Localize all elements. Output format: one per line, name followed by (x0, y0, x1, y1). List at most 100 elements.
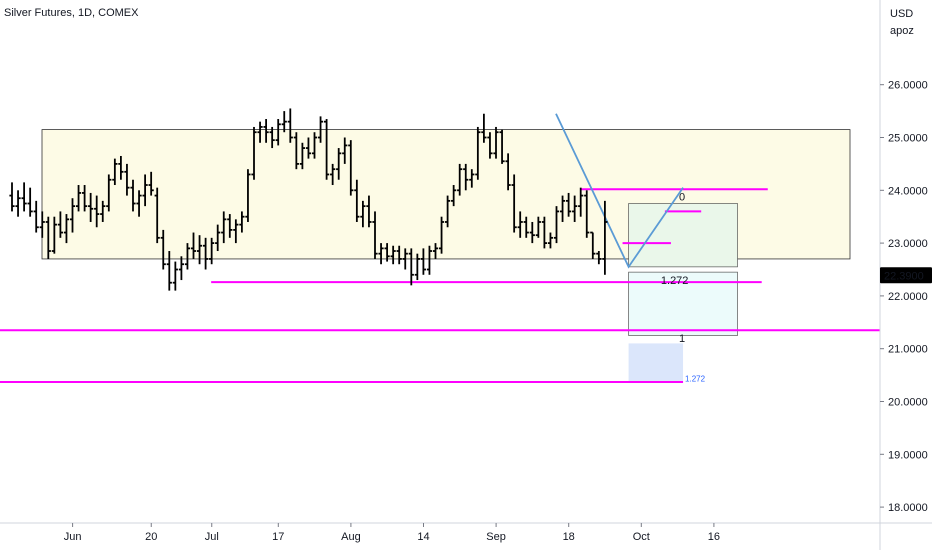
ohlc-bar (69, 198, 76, 233)
ohlc-bar (487, 132, 493, 159)
time-tick-label: 17 (272, 531, 284, 543)
ohlc-bar (275, 119, 281, 146)
ohlc-bar (317, 116, 324, 143)
fib-zone-box (628, 343, 684, 384)
ohlc-bar (245, 169, 251, 222)
time-tick-label: 18 (563, 531, 575, 543)
ohlc-bar (63, 214, 70, 244)
time-tick-label: Oct (633, 531, 650, 543)
ohlc-bar (184, 243, 191, 270)
price-tick-label: 19.0000 (888, 449, 928, 461)
price-tick-label: 24.0000 (888, 185, 928, 197)
ohlc-bar (372, 211, 378, 259)
ohlc-bar (342, 137, 348, 164)
ohlc-bar (45, 216, 51, 259)
time-tick-label: Jun (64, 531, 82, 543)
ohlc-bar (475, 126, 481, 180)
price-tick-label: 25.0000 (888, 133, 928, 145)
ohlc-bar (384, 243, 390, 262)
ohlc-bar (572, 195, 578, 222)
price-tick-label: 23.0000 (888, 238, 928, 250)
ohlc-bar (215, 224, 221, 252)
ohlc-bar (578, 187, 584, 217)
last-price-label: 22.3900 (884, 270, 924, 282)
ohlc-bar (269, 126, 275, 149)
ohlc-bar (366, 195, 372, 228)
ohlc-bar (360, 200, 366, 228)
price-tick-label: 22.0000 (888, 291, 928, 303)
ohlc-bar (94, 195, 100, 228)
ohlc-bar (390, 245, 396, 265)
ohlc-bar (311, 132, 318, 159)
ohlc-bar (523, 216, 529, 238)
ohlc-bar (463, 163, 469, 191)
ohlc-bar (154, 187, 160, 244)
ohlc-bar (481, 113, 487, 143)
ohlc-bar (293, 132, 299, 170)
time-tick-label: 16 (708, 531, 720, 543)
ohlc-bar (209, 237, 215, 265)
last-price-marker: 22.3900 (880, 267, 932, 284)
ohlc-bar (499, 129, 505, 164)
time-tick-label: Aug (341, 531, 361, 543)
ohlc-bar (106, 174, 112, 212)
ohlc-bar (112, 158, 118, 186)
currency-label: USD (890, 8, 913, 20)
chart-title: Silver Futures, 1D, COMEX (4, 7, 139, 19)
ohlc-bar (505, 153, 511, 191)
drawing-lines-layer (0, 113, 880, 383)
ohlc-bar (233, 219, 239, 244)
ohlc-bar (305, 137, 312, 159)
ohlc-bar (511, 174, 517, 233)
last-price-badge (880, 267, 932, 284)
ohlc-bar (396, 245, 402, 265)
ohlc-bar (420, 248, 426, 275)
ohlc-bar (408, 248, 414, 286)
ohlc-bar (559, 195, 566, 222)
ohlc-bar (336, 148, 342, 180)
ohlc-bar (426, 245, 433, 275)
ohlc-bar (166, 251, 172, 291)
ohlc-bar (263, 119, 269, 143)
ohlc-bar (457, 163, 463, 196)
ohlc-bar (203, 237, 209, 270)
price-tick-label: 26.0000 (888, 80, 928, 92)
fib-level-label: 1.272 (685, 375, 706, 384)
ohlc-bar (535, 216, 541, 238)
fib-level-label: 1.272 (661, 275, 689, 287)
ohlc-bar (172, 261, 178, 291)
ohlc-bar (281, 111, 287, 133)
ohlc-bar (100, 200, 106, 222)
ohlc-bar (196, 235, 203, 265)
ohlc-bar (529, 221, 535, 244)
ohlc-bar (142, 174, 148, 207)
ohlc-bar (33, 200, 39, 233)
ohlc-bar (547, 232, 554, 249)
zones-layer (41, 129, 851, 384)
ohlc-bar (584, 190, 590, 238)
time-tick-label: Jul (205, 531, 219, 543)
price-axis-ticks[interactable]: 26.0000 25.0000 24.0000 23.0000 22.0000 21.00… (880, 80, 928, 514)
ohlc-bar (541, 216, 547, 249)
fib-level-label: 1 (679, 333, 685, 345)
fib-level-label: 0 (679, 192, 685, 204)
ohlc-bar (15, 190, 21, 217)
ohlc-bar (299, 142, 305, 170)
ohlc-bar (130, 179, 136, 212)
ohlc-bar (124, 163, 130, 196)
price-tick-label: 20.0000 (888, 397, 928, 409)
ohlc-bar (324, 119, 330, 180)
ohlc-bar (39, 211, 45, 238)
ohlc-bar (402, 248, 408, 270)
ohlc-bar (493, 126, 499, 159)
ohlc-bar (221, 211, 227, 244)
ohlc-bar (287, 108, 293, 143)
ohlc-bar (414, 253, 420, 281)
ohlc-bar (354, 179, 360, 222)
ohlc-bar (378, 243, 384, 265)
time-tick-label: Sep (486, 531, 506, 543)
ohlc-bar (257, 121, 263, 143)
fib-zone-box (628, 203, 738, 268)
time-axis-ticks[interactable]: Jun 20 Jul 17 Aug 14 Sep 18 Oct 16 (64, 523, 720, 543)
